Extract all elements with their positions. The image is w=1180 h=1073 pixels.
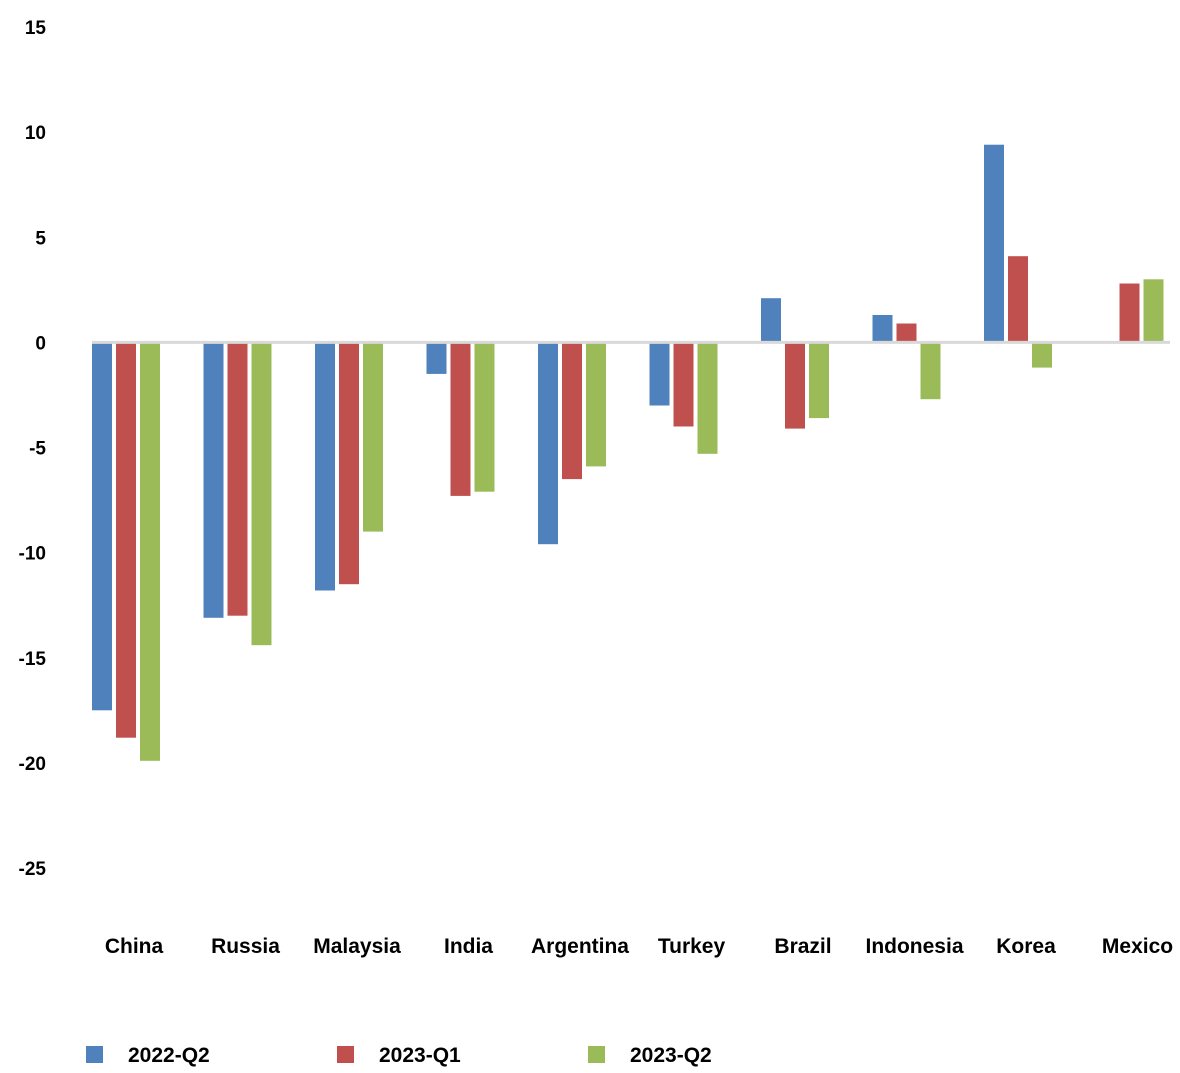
bar-china-2022-q2 xyxy=(92,342,112,711)
bar-russia-2023-q2 xyxy=(251,342,272,646)
bar-malaysia-2022-q2 xyxy=(315,342,335,591)
bar-korea-2023-q1 xyxy=(1008,256,1028,343)
bar-argentina-2023-q2 xyxy=(586,342,606,467)
bar-india-2023-q2 xyxy=(474,342,495,492)
bar-brazil-2022-q2 xyxy=(761,298,781,343)
bar-korea-2023-q2 xyxy=(1032,342,1052,368)
y-tick-label: -15 xyxy=(19,649,47,670)
bar-india-2023-q1 xyxy=(450,342,471,496)
bar-korea-2022-q2 xyxy=(984,144,1004,343)
bar-malaysia-2023-q2 xyxy=(363,342,383,532)
x-axis-labels: China Russia Malaysia India Argentina Turkey B… xyxy=(105,935,1173,958)
bar-turkey-2022-q2 xyxy=(649,342,670,406)
legend-swatch-2023-q2 xyxy=(588,1046,605,1063)
bar-russia-2022-q2 xyxy=(203,342,224,618)
legend-label: 2023-Q1 xyxy=(379,1044,461,1067)
bar-brazil-2023-q1 xyxy=(785,342,805,429)
bar-indonesia-2023-q1 xyxy=(896,323,917,343)
bar-mexico-2023-q2 xyxy=(1143,279,1164,343)
bar-china-2023-q1 xyxy=(116,342,136,738)
y-tick-label: -20 xyxy=(19,754,46,775)
category-label: Korea xyxy=(996,935,1056,958)
category-label: Malaysia xyxy=(313,935,401,958)
category-label: Mexico xyxy=(1102,935,1173,958)
bar-argentina-2022-q2 xyxy=(538,342,558,545)
legend-label: 2022-Q2 xyxy=(128,1044,210,1067)
category-label: Russia xyxy=(211,935,280,958)
bar-malaysia-2023-q1 xyxy=(339,342,359,585)
y-tick-label: 0 xyxy=(35,333,46,354)
bar-russia-2023-q1 xyxy=(227,342,248,616)
legend: 2022-Q2 2023-Q1 2023-Q2 xyxy=(86,1044,712,1067)
category-label: China xyxy=(105,935,164,958)
bar-india-2022-q2 xyxy=(426,342,447,374)
y-tick-label: -25 xyxy=(19,859,47,880)
category-label: Argentina xyxy=(531,935,629,958)
bar-indonesia-2022-q2 xyxy=(872,315,893,343)
legend-label: 2023-Q2 xyxy=(630,1044,712,1067)
y-tick-label: 5 xyxy=(35,228,46,249)
legend-swatch-2023-q1 xyxy=(337,1046,354,1063)
bar-turkey-2023-q1 xyxy=(673,342,694,427)
bar-argentina-2023-q1 xyxy=(562,342,582,480)
category-label: Indonesia xyxy=(865,935,963,958)
y-axis: 15 10 5 0 -5 -10 -15 -20 -25 xyxy=(19,18,47,880)
category-label: Brazil xyxy=(774,935,831,958)
y-tick-label: 15 xyxy=(25,18,47,39)
y-tick-label: -10 xyxy=(19,544,46,565)
bar-turkey-2023-q2 xyxy=(697,342,718,454)
bar-china-2023-q2 xyxy=(140,342,160,761)
category-label: India xyxy=(444,935,493,958)
y-tick-label: -5 xyxy=(29,439,46,460)
bars xyxy=(92,144,1164,761)
bar-indonesia-2023-q2 xyxy=(920,342,941,400)
bar-brazil-2023-q2 xyxy=(809,342,829,419)
bar-mexico-2023-q1 xyxy=(1119,283,1140,343)
legend-swatch-2022-q2 xyxy=(86,1046,103,1063)
category-label: Turkey xyxy=(658,935,726,958)
y-tick-label: 10 xyxy=(25,123,46,144)
